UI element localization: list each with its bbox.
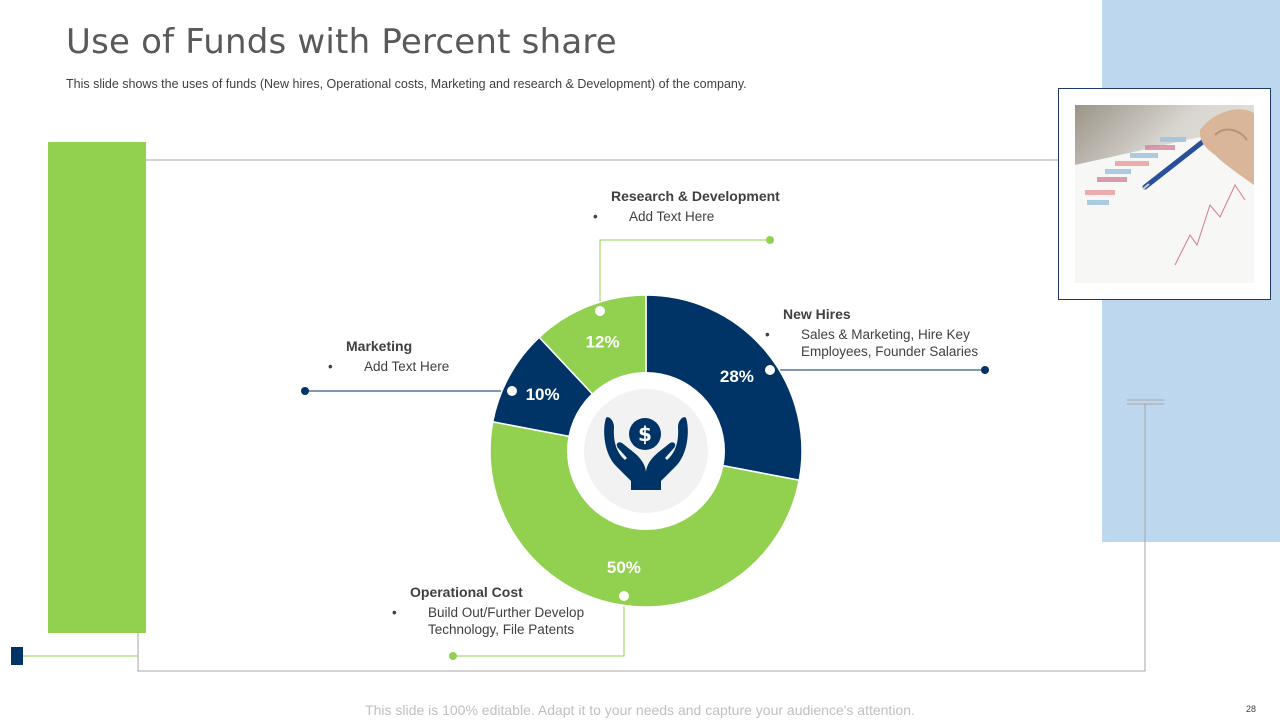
donut-label-marketing: 10% (526, 385, 560, 404)
money-hands-icon: $ (604, 417, 688, 490)
operational-item: Build Out/Further Develop Technology, Fi… (428, 605, 585, 637)
research-slice-dot (595, 306, 605, 316)
marketing-callout: Marketing • Add Text Here (328, 338, 450, 374)
marketing-slice-dot (507, 386, 517, 396)
newhires-slice-dot (765, 365, 775, 375)
newhires-title: New Hires (783, 306, 851, 322)
footer-note: This slide is 100% editable. Adapt it to… (365, 702, 915, 718)
donut-label-operational-cost: 50% (607, 558, 641, 577)
icon-backdrop (584, 389, 708, 513)
decorative-navy-square (11, 647, 23, 665)
svg-text:$: $ (638, 422, 652, 446)
newhires-item: Sales & Marketing, Hire Key Employees, F… (801, 327, 979, 359)
marketing-end-dot (301, 387, 309, 395)
marketing-title: Marketing (346, 338, 413, 354)
decorative-green-bar (48, 142, 146, 633)
research-callout: Research & Development • Add Text Here (593, 188, 780, 224)
newhires-end-dot (981, 366, 989, 374)
donut-label-new-hires: 28% (720, 367, 754, 386)
operational-connector (453, 596, 625, 657)
newhires-callout: New Hires • Sales & Marketing, Hire Key E… (765, 306, 983, 360)
operational-callout: Operational Cost • Build Out/Further Deve… (392, 584, 600, 638)
research-connector (599, 239, 770, 311)
use-of-funds-donut-chart: $ 28% 50% 10% 12% (490, 295, 802, 607)
operational-title: Operational Cost (410, 584, 523, 600)
research-end-dot (766, 236, 774, 244)
operational-end-dot (449, 652, 457, 660)
frame-outline-line (137, 404, 1146, 672)
research-title: Research & Development (611, 188, 780, 204)
slide-subtitle: This slide shows the uses of funds (New … (66, 77, 747, 91)
page-number: 28 (1246, 704, 1257, 714)
marketing-item: Add Text Here (364, 359, 450, 374)
chart-pen-photo (1075, 105, 1254, 283)
slide-title: Use of Funds with Percent share (66, 22, 617, 62)
donut-label-research-development: 12% (586, 332, 620, 351)
research-item: Add Text Here (629, 209, 715, 224)
operational-slice-dot (619, 591, 629, 601)
